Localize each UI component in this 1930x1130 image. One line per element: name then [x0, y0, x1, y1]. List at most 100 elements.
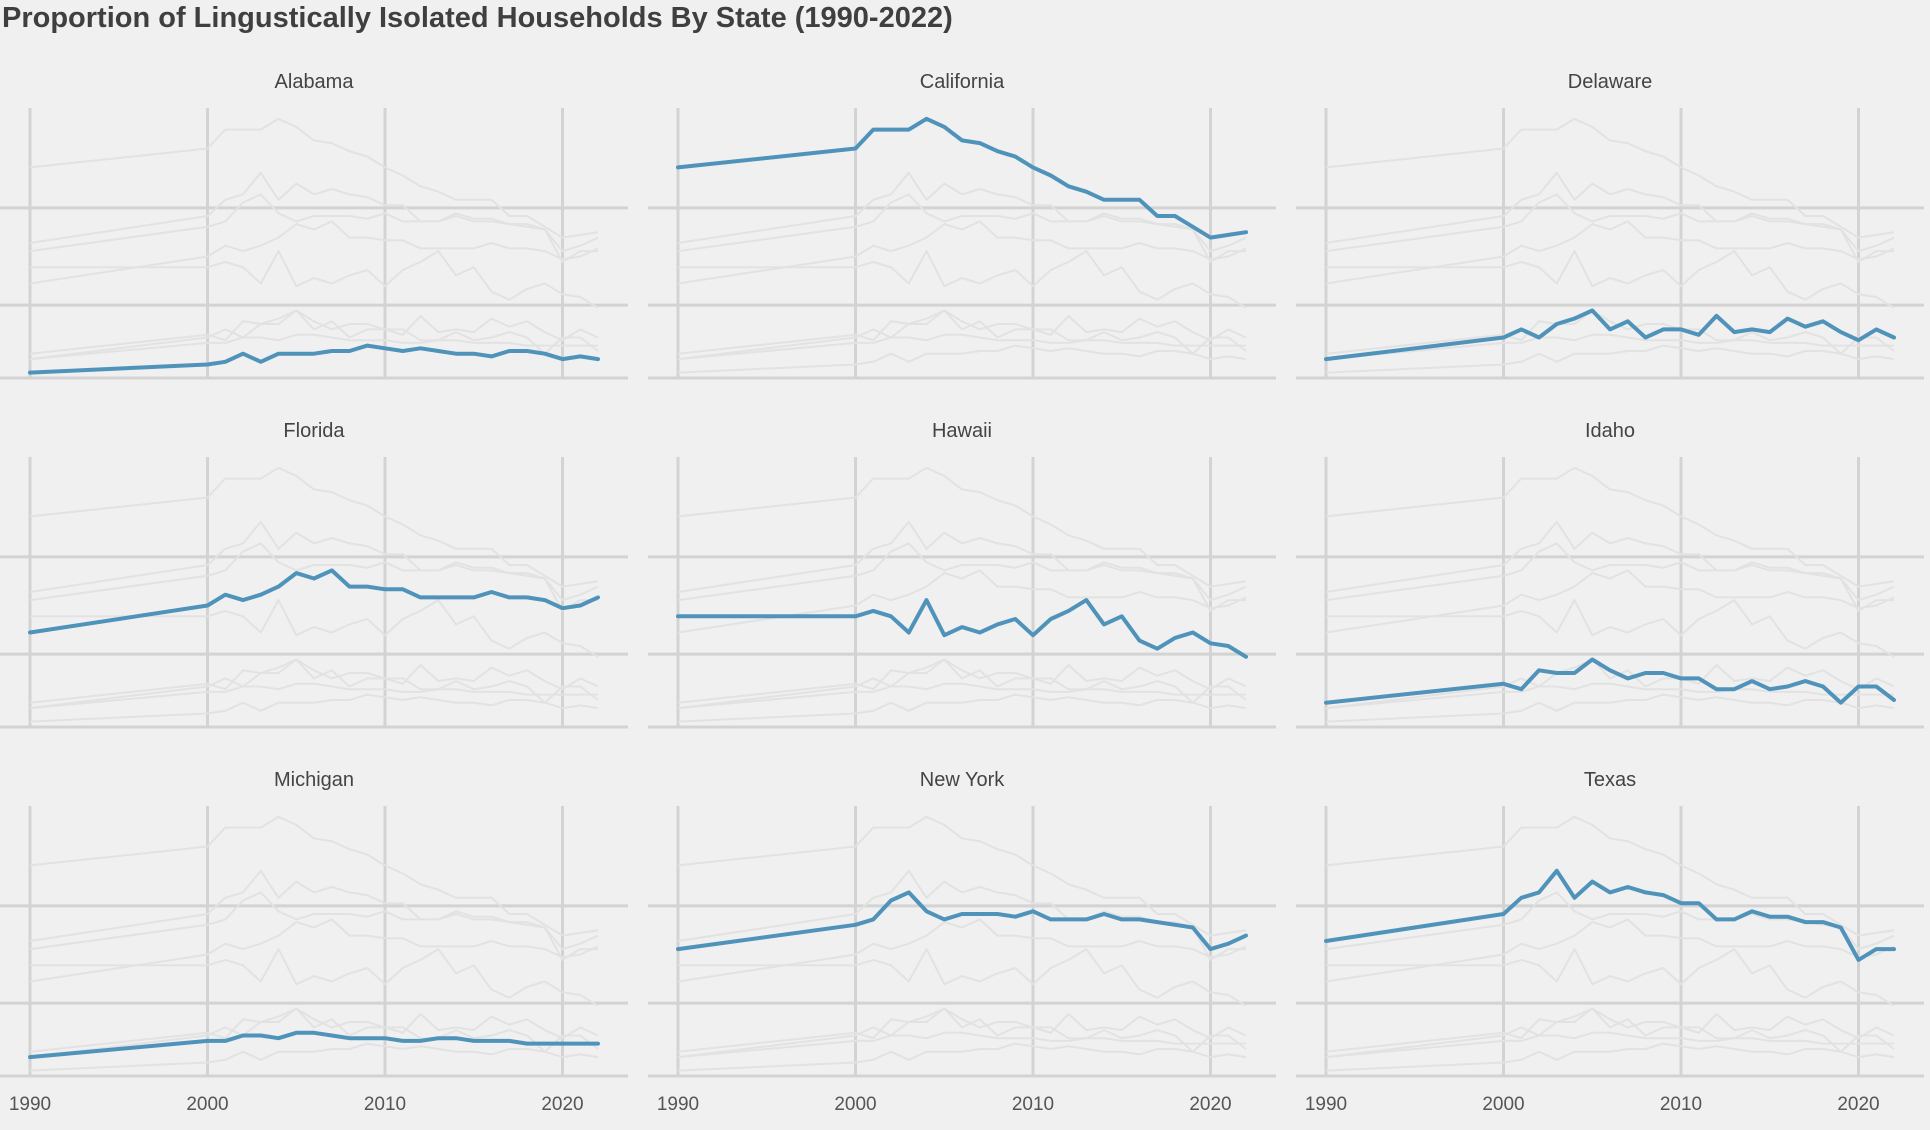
background-line-hawaii	[30, 599, 599, 658]
background-line-florida	[677, 918, 1247, 983]
background-line-florida	[1325, 918, 1895, 983]
background-line-new-york	[677, 542, 1247, 602]
background-line-new-york	[1325, 891, 1895, 951]
panel-california: California	[648, 71, 1276, 380]
series-line-hawaii	[676, 598, 1248, 659]
background-line-hawaii	[30, 250, 599, 309]
background-line-florida	[29, 918, 599, 983]
background-line-delaware	[677, 309, 1247, 361]
background-line-hawaii	[1326, 599, 1895, 658]
background-line-new-york	[677, 193, 1247, 253]
panel-title: Hawaii	[932, 420, 992, 442]
panel-texas: Texas 1990 2000 2010 2020	[1296, 769, 1924, 1115]
x-tick-label: 1990	[1305, 1094, 1347, 1115]
background-line-michigan	[29, 333, 598, 361]
background-line-alabama	[29, 693, 599, 723]
background-line-california	[677, 815, 1247, 937]
background-line-delaware	[29, 658, 599, 710]
x-tick-label: 1990	[9, 1094, 51, 1115]
background-line-delaware	[677, 658, 1247, 710]
background-line-michigan	[677, 1031, 1246, 1059]
background-line-california	[1325, 466, 1895, 588]
background-line-idaho	[677, 309, 1247, 355]
background-line-california	[29, 117, 599, 239]
panel-delaware: Delaware	[1296, 71, 1924, 380]
series-line-california	[676, 116, 1248, 240]
background-line-michigan	[29, 682, 598, 710]
background-line-hawaii	[678, 250, 1247, 309]
background-line-idaho	[1325, 309, 1895, 355]
panel-title: New York	[920, 769, 1005, 791]
panel-title: Alabama	[275, 71, 355, 93]
x-tick-label: 2010	[364, 1094, 406, 1115]
panel-hawaii: Hawaii	[648, 420, 1276, 729]
series-line-florida	[28, 568, 600, 635]
background-line-idaho	[29, 309, 599, 355]
background-line-hawaii	[1326, 250, 1895, 309]
background-line-michigan	[677, 682, 1246, 710]
panel-title: Idaho	[1585, 420, 1635, 442]
background-line-alabama	[1325, 1042, 1895, 1072]
background-line-california	[29, 466, 599, 588]
background-line-new-york	[1325, 193, 1895, 253]
background-line-michigan	[1325, 1031, 1894, 1059]
background-line-texas	[1325, 171, 1894, 263]
background-line-texas	[677, 171, 1246, 263]
background-line-new-york	[29, 891, 599, 951]
background-line-delaware	[29, 1007, 599, 1059]
series-line-idaho	[1324, 657, 1896, 705]
panel-new-york: New York 1990 2000 2010 2020	[648, 769, 1276, 1115]
panel-title: Texas	[1584, 769, 1636, 791]
panel-florida: Florida	[0, 420, 628, 729]
background-line-alabama	[677, 1042, 1247, 1072]
background-line-california	[677, 466, 1247, 588]
series-line-michigan	[28, 1030, 600, 1060]
background-line-alabama	[29, 1042, 599, 1072]
series-line-delaware	[1324, 308, 1896, 362]
background-line-new-york	[29, 542, 599, 602]
x-tick-label: 2000	[834, 1094, 876, 1115]
background-line-california	[1325, 117, 1895, 239]
background-line-florida	[677, 220, 1247, 285]
chart-title: Proportion of Lingustically Isolated Hou…	[2, 2, 953, 34]
background-line-texas	[677, 869, 1246, 961]
x-tick-label: 2000	[186, 1094, 228, 1115]
background-line-texas	[29, 171, 598, 263]
panel-title: Michigan	[274, 769, 354, 791]
panel-title: Delaware	[1568, 71, 1652, 93]
x-tick-label: 2010	[1660, 1094, 1702, 1115]
background-line-idaho	[1325, 1007, 1895, 1053]
background-line-new-york	[29, 193, 599, 253]
background-line-hawaii	[1326, 948, 1895, 1007]
background-line-hawaii	[678, 948, 1247, 1007]
panel-title: California	[920, 71, 1005, 93]
background-line-delaware	[1325, 1007, 1895, 1059]
x-tick-label: 1990	[657, 1094, 699, 1115]
background-line-delaware	[1325, 658, 1895, 710]
x-tick-label: 2000	[1482, 1094, 1524, 1115]
series-line-texas	[1324, 868, 1896, 962]
background-line-alabama	[677, 693, 1247, 723]
background-line-hawaii	[30, 948, 599, 1007]
panel-alabama: Alabama	[0, 71, 628, 380]
background-line-texas	[677, 520, 1246, 612]
background-line-california	[1325, 815, 1895, 937]
background-line-texas	[1325, 520, 1894, 612]
series-line-alabama	[28, 343, 600, 375]
background-line-florida	[29, 220, 599, 285]
background-line-texas	[29, 520, 598, 612]
panel-idaho: Idaho	[1296, 420, 1924, 729]
x-tick-label: 2020	[541, 1094, 583, 1115]
background-line-texas	[29, 869, 598, 961]
background-line-delaware	[677, 1007, 1247, 1059]
background-line-alabama	[677, 344, 1247, 374]
background-line-florida	[1325, 220, 1895, 285]
panel-michigan: Michigan 1990 2000 2010 2020	[0, 769, 628, 1115]
x-tick-label: 2010	[1012, 1094, 1054, 1115]
background-line-idaho	[29, 1007, 599, 1053]
background-line-alabama	[1325, 344, 1895, 374]
background-line-delaware	[29, 309, 599, 361]
background-line-florida	[1325, 569, 1895, 634]
panel-title: Florida	[283, 420, 345, 442]
x-tick-label: 2020	[1189, 1094, 1231, 1115]
